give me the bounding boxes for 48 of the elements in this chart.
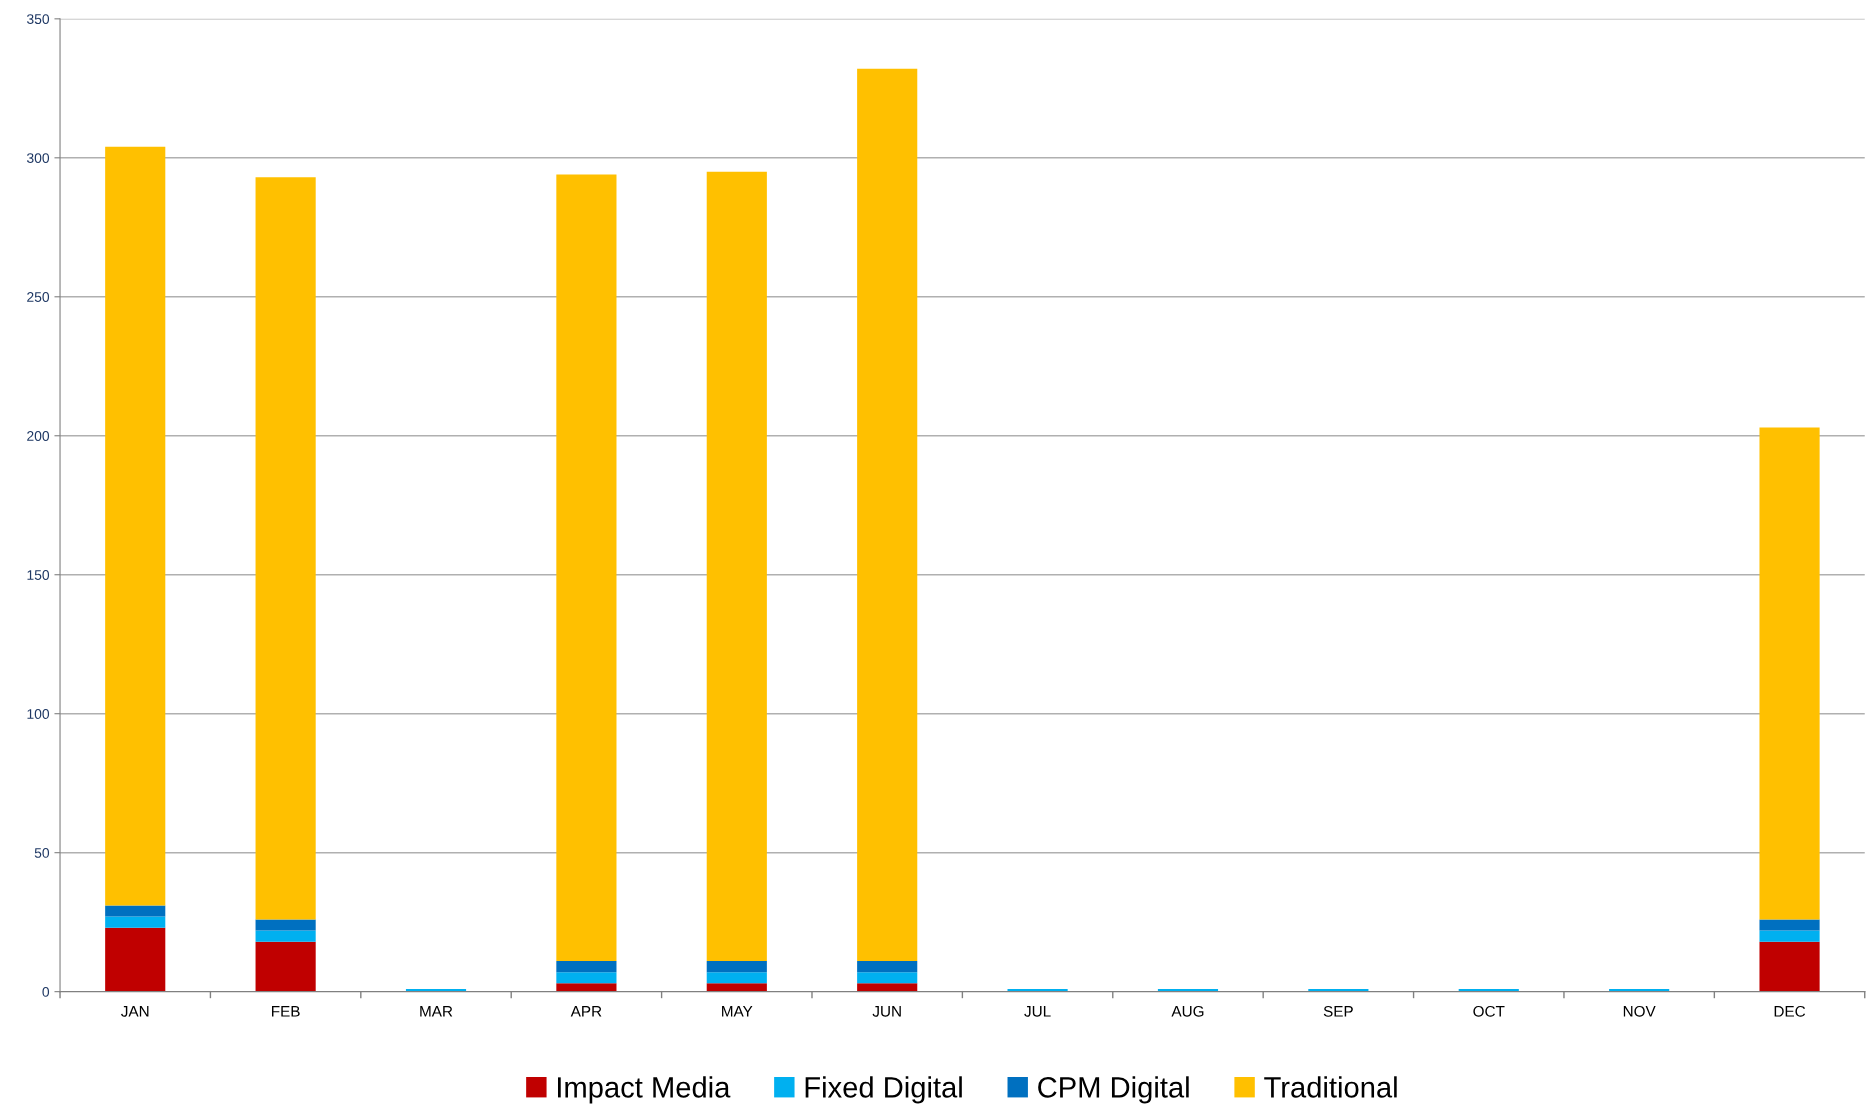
bar [105,916,166,928]
x-tick-label: AUG [1171,1005,1204,1017]
x-tick-label: OCT [1473,1005,1505,1017]
x-tick-label: DEC [1774,1005,1806,1017]
y-tick-label: 250 [27,292,50,302]
bar [857,983,918,992]
x-tick-label: JAN [121,1006,149,1017]
bar [556,972,617,984]
legend-label: Fixed Digital [805,1076,962,1104]
bar [556,983,617,992]
bar [706,983,767,992]
x-tick-label: NOV [1623,1005,1656,1017]
legend-label: Impact Media [558,1076,731,1104]
y-tick-label: 0 [42,986,50,997]
x-tick-label: SEP [1323,1005,1353,1017]
bar [1759,427,1820,920]
bar [105,927,166,992]
bar [1759,941,1820,992]
bar [857,961,918,973]
bar [255,930,316,942]
bar [857,972,918,984]
y-tick-label: 150 [27,570,50,580]
bar [255,941,316,992]
bar [255,177,316,920]
y-tick-label: 100 [27,709,50,719]
y-tick-label: 50 [34,848,50,858]
x-tick-label: MAR [420,1006,453,1017]
bar [556,961,617,973]
bar [255,919,316,931]
y-tick-label: 200 [27,431,50,441]
bar [105,146,166,906]
x-tick-label: MAY [722,1006,753,1017]
legend-label: CPM Digital [1038,1076,1189,1104]
x-tick-label: FEB [272,1006,300,1017]
bar [706,961,767,973]
legend-label: Traditional [1264,1076,1397,1098]
x-tick-label: APR [570,1006,602,1017]
bar [105,905,166,917]
bar [857,68,918,962]
bar [556,174,617,962]
y-tick-label: 300 [26,153,50,163]
bar [706,171,767,962]
bar [1759,930,1820,942]
x-tick-label: JUN [872,1006,901,1017]
bar [1759,919,1820,931]
x-tick-label: JUL [1024,1006,1051,1017]
bar [706,972,767,984]
y-tick-label: 350 [26,14,50,25]
